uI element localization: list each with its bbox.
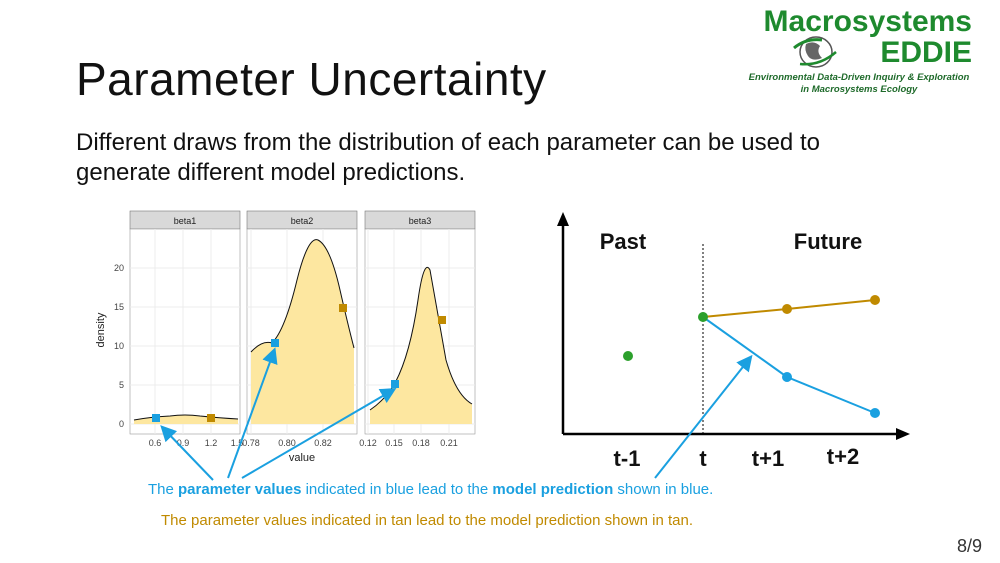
time-label: t+1: [752, 446, 784, 471]
blue-note-text: The: [148, 481, 179, 498]
logo: Macrosystems EDDIE: [764, 6, 972, 68]
x-tick-label: 0.9: [177, 438, 190, 448]
x-tick-label: 0.78: [242, 438, 260, 448]
arrow-to-beta3: [241, 387, 397, 479]
page-number: 8/9: [956, 536, 982, 556]
arrow-to-beta1: [160, 425, 214, 481]
past-label: Past: [600, 229, 647, 254]
future-label: Future: [794, 229, 862, 254]
blue-note-text: shown in blue.: [613, 481, 714, 498]
blue-prediction-point: [782, 372, 792, 382]
beta3-tan-point: [438, 316, 446, 324]
blue-note-bold-prediction: model prediction: [492, 481, 614, 498]
blue-note: The parameter values indicated in blue l…: [148, 481, 713, 498]
x-tick-label: 0.82: [314, 438, 332, 448]
y-tick-label: 5: [119, 380, 124, 390]
prediction-plot: Past Future t-1 t t+1 t+2: [557, 212, 910, 471]
panel-beta3: beta3 0.12 0.15 0.18 0.21: [359, 210, 476, 448]
panel-strip-label: beta3: [409, 216, 432, 226]
globe-icon: [793, 36, 837, 68]
x-tick-label: 0.18: [412, 438, 430, 448]
panel-beta2: beta2 0.78 0.80 0.82: [242, 210, 358, 448]
x-tick-label: 0.21: [440, 438, 458, 448]
arrow-to-beta2: [227, 347, 278, 479]
y-tick-label: 10: [114, 341, 124, 351]
tan-note: The parameter values indicated in tan le…: [161, 512, 693, 529]
beta1-tan-point: [207, 414, 215, 422]
x-tick-label: 0.12: [359, 438, 377, 448]
beta2-tan-point: [339, 304, 347, 312]
density-xlabel: value: [289, 452, 315, 464]
panel-strip-label: beta1: [174, 216, 197, 226]
x-tick-label: 1.5: [231, 438, 244, 448]
blue-note-text: indicated in blue lead to the: [301, 481, 493, 498]
y-tick-label: 20: [114, 263, 124, 273]
time-label: t: [699, 446, 707, 471]
current-observation-point: [698, 312, 708, 322]
density-ylabel: density: [95, 312, 107, 347]
time-label: t+2: [827, 444, 859, 469]
beta1-blue-point: [152, 414, 160, 422]
panel-strip-label: beta2: [291, 216, 314, 226]
slide-title: Parameter Uncertainty: [76, 53, 547, 105]
y-tick-label: 0: [119, 419, 124, 429]
logo-tagline: Environmental Data-Driven Inquiry & Expl…: [744, 72, 974, 96]
x-tick-label: 0.80: [278, 438, 296, 448]
slide-subtitle: Different draws from the distribution of…: [76, 129, 820, 186]
beta2-blue-point: [271, 339, 279, 347]
logo-line2: EDDIE: [880, 36, 972, 69]
y-tick-label: 15: [114, 302, 124, 312]
logo-tagline-2: in Macrosystems Ecology: [800, 84, 918, 95]
x-tick-label: 1.2: [205, 438, 218, 448]
tan-prediction-point: [870, 295, 880, 305]
panel-beta1: beta1 0.6 0.9 1.2 1.5: [129, 210, 244, 448]
beta3-blue-point: [391, 380, 399, 388]
logo-tagline-1: Environmental Data-Driven Inquiry & Expl…: [748, 72, 970, 83]
blue-prediction-point: [870, 408, 880, 418]
past-observation-point: [623, 351, 633, 361]
time-label: t-1: [614, 446, 641, 471]
blue-note-bold-param: parameter values: [178, 481, 302, 498]
x-tick-label: 0.15: [385, 438, 403, 448]
arrow-to-prediction: [654, 354, 753, 479]
logo-line1: Macrosystems: [763, 5, 972, 38]
tan-prediction-point: [782, 304, 792, 314]
x-tick-label: 0.6: [149, 438, 162, 448]
